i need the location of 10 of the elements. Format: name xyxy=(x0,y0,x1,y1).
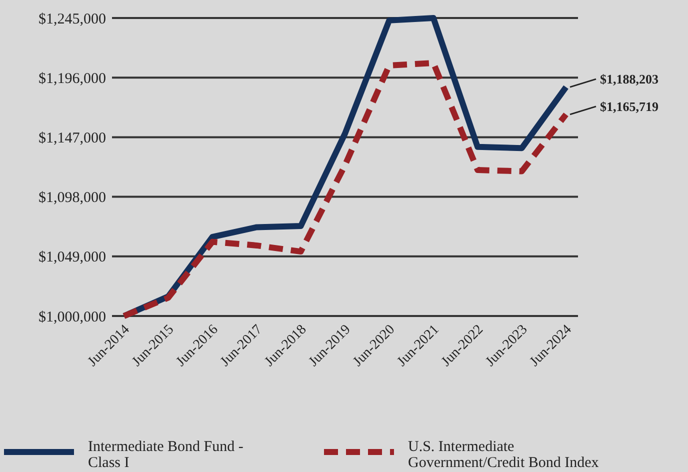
legend-label: U.S. Intermediate Government/Credit Bond Index xyxy=(408,439,600,471)
y-tick-label: $1,245,000 xyxy=(38,11,106,28)
annotation: $1,188,203 xyxy=(600,72,659,87)
y-tick-label: $1,000,000 xyxy=(38,309,106,326)
y-tick-label: $1,147,000 xyxy=(38,130,106,146)
y-tick-label: $1,196,000 xyxy=(38,70,106,87)
y-tick-label: $1,049,000 xyxy=(38,250,106,266)
y-tick-label: $1,098,000 xyxy=(38,190,106,206)
annotation: $1,165,719 xyxy=(600,98,659,114)
legend-label: Intermediate Bond Fund - Class I xyxy=(88,439,244,471)
